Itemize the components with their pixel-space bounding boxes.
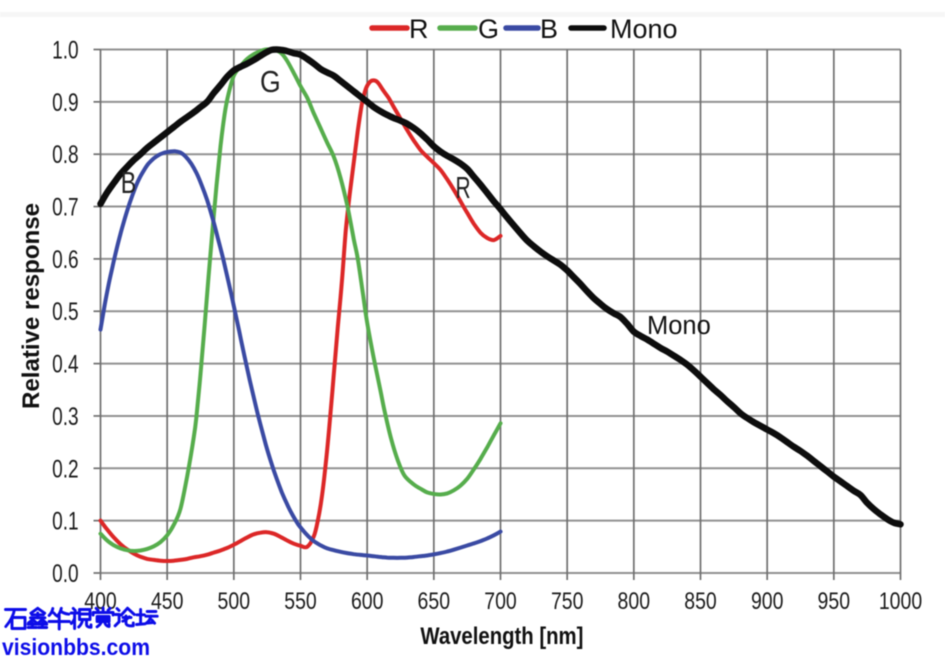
svg-text:550: 550 [284,588,317,615]
svg-text:0.7: 0.7 [52,194,79,222]
svg-text:0.5: 0.5 [52,298,79,326]
svg-text:950: 950 [818,588,851,615]
svg-text:850: 850 [684,588,717,615]
svg-text:700: 700 [484,588,517,615]
svg-text:R: R [455,170,470,205]
svg-text:650: 650 [418,588,451,615]
svg-text:Mono: Mono [610,14,678,44]
svg-text:600: 600 [351,588,384,615]
svg-text:Mono: Mono [647,312,711,340]
svg-text:R: R [409,14,429,44]
svg-text:900: 900 [751,588,784,615]
svg-text:500: 500 [218,588,251,615]
svg-text:1.0: 1.0 [52,37,79,65]
svg-text:0.3: 0.3 [52,403,79,431]
svg-text:Wavelength [nm]: Wavelength [nm] [420,623,583,650]
svg-text:G: G [478,14,499,44]
svg-text:0.4: 0.4 [52,351,79,379]
svg-text:1000: 1000 [879,588,922,615]
svg-text:750: 750 [551,588,584,615]
svg-text:visionbbs.com: visionbbs.com [2,634,150,660]
svg-text:B: B [540,14,558,44]
svg-text:0.0: 0.0 [52,560,79,588]
svg-text:B: B [121,165,137,200]
svg-text:0.2: 0.2 [52,455,79,483]
svg-text:0.8: 0.8 [52,141,79,169]
svg-text:800: 800 [618,588,651,615]
svg-text:Relative response: Relative response [18,203,45,409]
svg-text:G: G [260,64,281,99]
svg-text:0.6: 0.6 [52,246,79,274]
svg-text:0.1: 0.1 [52,508,79,536]
svg-text:0.9: 0.9 [52,89,79,117]
